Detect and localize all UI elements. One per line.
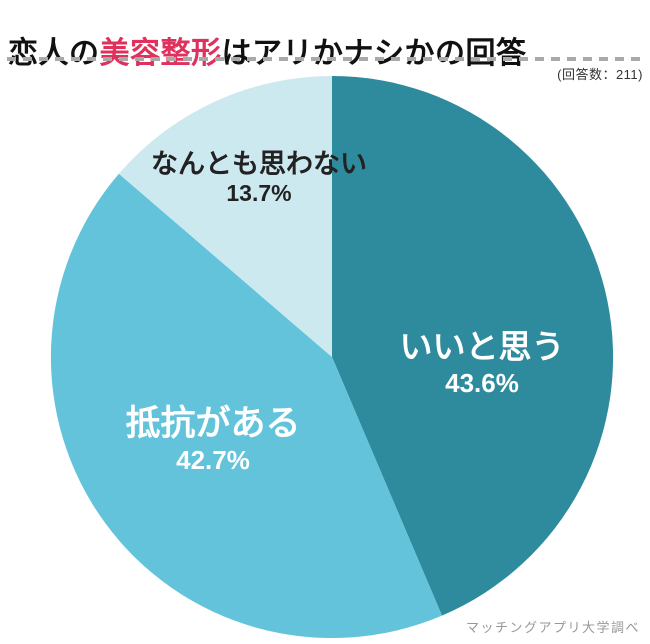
pie-slice-3 bbox=[118, 76, 333, 357]
page-title: 恋人の美容整形はアリかナシかの回答 bbox=[8, 28, 527, 72]
slice-label-yes-percent: 43.6% bbox=[445, 367, 519, 398]
slice-label-neutral: なんとも思わない 13.7% bbox=[151, 149, 367, 207]
title-post: はアリかナシかの回答 bbox=[221, 37, 527, 71]
title-pre: 恋人の bbox=[8, 37, 100, 71]
slice-label-neutral-percent: 13.7% bbox=[226, 180, 292, 207]
title-highlight: 美容整形 bbox=[99, 37, 222, 71]
dashed-divider bbox=[7, 57, 644, 61]
slice-label-neutral-text: なんとも思わない bbox=[151, 149, 367, 179]
slice-label-yes: いいと思う 43.6% bbox=[399, 328, 565, 398]
sample-count: (回答数：211) bbox=[557, 67, 643, 82]
pie-slice-2 bbox=[50, 173, 442, 639]
slice-label-resist: 抵抗がある 42.7% bbox=[125, 404, 300, 475]
slice-label-resist-text: 抵抗がある bbox=[125, 404, 301, 443]
source-credit: マッチングアプリ大学調べ bbox=[465, 620, 640, 635]
slice-label-resist-percent: 42.7% bbox=[176, 445, 250, 476]
pie-slice-1 bbox=[332, 75, 614, 616]
slice-label-yes-text: いいと思う bbox=[399, 328, 565, 365]
